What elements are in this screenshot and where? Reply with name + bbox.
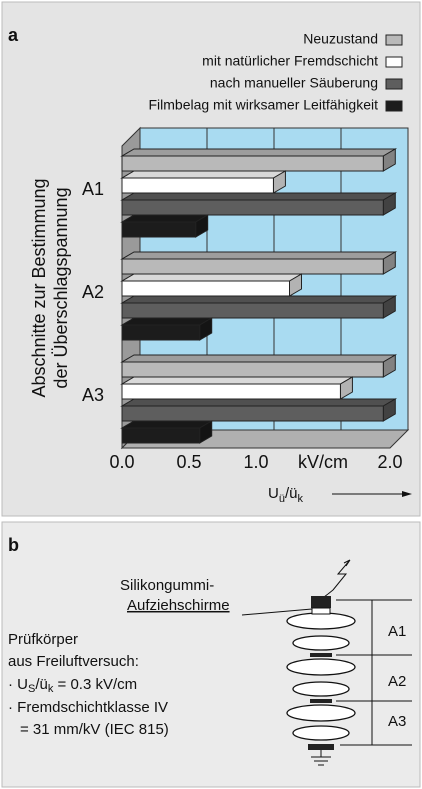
bar-top [120,192,398,201]
bar-front [121,324,201,341]
legend-label: Filmbelag mit wirksamer Leitfähigkeit [148,97,378,113]
legend-swatch [385,78,403,90]
bar [120,192,398,216]
bar-top [120,170,288,179]
legend-label: nach manueller Säuberung [210,75,378,91]
specimen-label: Prüfkörper [8,631,78,648]
x-axis-label: Uü/ük [268,485,303,505]
bar-front [121,258,384,275]
bar-top [120,420,214,429]
x-tick-label: 1.0 [243,452,268,472]
panel-label: a [8,25,19,45]
y-axis-label: Abschnitte zur Bestimmung [29,178,49,397]
bar-top [120,376,355,385]
bar-top [120,273,304,282]
x-tick-label: kV/cm [298,452,348,472]
specimen-condition: · US/ük = 0.3 kV/cm [8,676,137,695]
x-axis-label-part: k [297,493,303,505]
bar-top [120,317,214,326]
bar [120,398,398,422]
bar [120,317,214,341]
y-tick-label: A3 [82,385,104,405]
bar [120,251,398,275]
specimen-label: aus Freiluftversuch: [8,653,139,670]
material-label: Silikongummi- [120,577,214,594]
bar-front [121,155,384,172]
bar-front [121,405,384,422]
y-axis-label: der Überschlagspannung [51,187,71,388]
legend-swatch [385,100,403,112]
bar [120,354,398,378]
bar-front [121,427,201,444]
insulator-diagram [241,559,412,766]
bar [120,214,210,238]
bar-top [120,295,398,304]
x-axis-label-part: U [268,485,279,502]
specimen-condition: · Fremdschichtklasse IV [8,699,168,716]
material-label: Aufziehschirme [127,597,230,614]
bar-top [120,214,210,223]
bar-top [120,354,398,363]
legend-label: mit natürlicher Fremdschicht [202,53,378,69]
x-axis-label-part: ü [279,493,285,505]
bar-top [120,398,398,407]
bar [120,420,214,444]
bar [120,295,398,319]
bar-top [120,251,398,260]
bar-front [121,280,290,297]
bar-top [120,148,398,157]
legend-swatch [385,34,403,46]
y-tick-label: A2 [82,282,104,302]
bar [120,273,304,297]
bar-front [121,361,384,378]
x-axis-label-part: /ü [285,485,298,502]
x-tick-label: 0.0 [109,452,134,472]
x-tick-label: 0.5 [176,452,201,472]
bar-front [121,177,274,194]
bar-front [121,302,384,319]
bar [120,376,355,400]
section-label: A1 [388,623,406,640]
y-tick-label: A1 [82,179,104,199]
legend-label: Neuzustand [303,31,378,47]
panel-label: b [8,535,19,555]
bar-front [121,199,384,216]
section-label: A3 [388,713,406,730]
bar-front [121,221,197,238]
section-label: A2 [388,673,406,690]
bar-front [121,383,341,400]
bar [120,148,398,172]
x-tick-label: 2.0 [377,452,402,472]
x-axis-arrowhead [402,491,412,497]
legend-swatch [385,56,403,68]
bar [120,170,288,194]
specimen-condition: = 31 mm/kV (IEC 815) [20,721,169,738]
